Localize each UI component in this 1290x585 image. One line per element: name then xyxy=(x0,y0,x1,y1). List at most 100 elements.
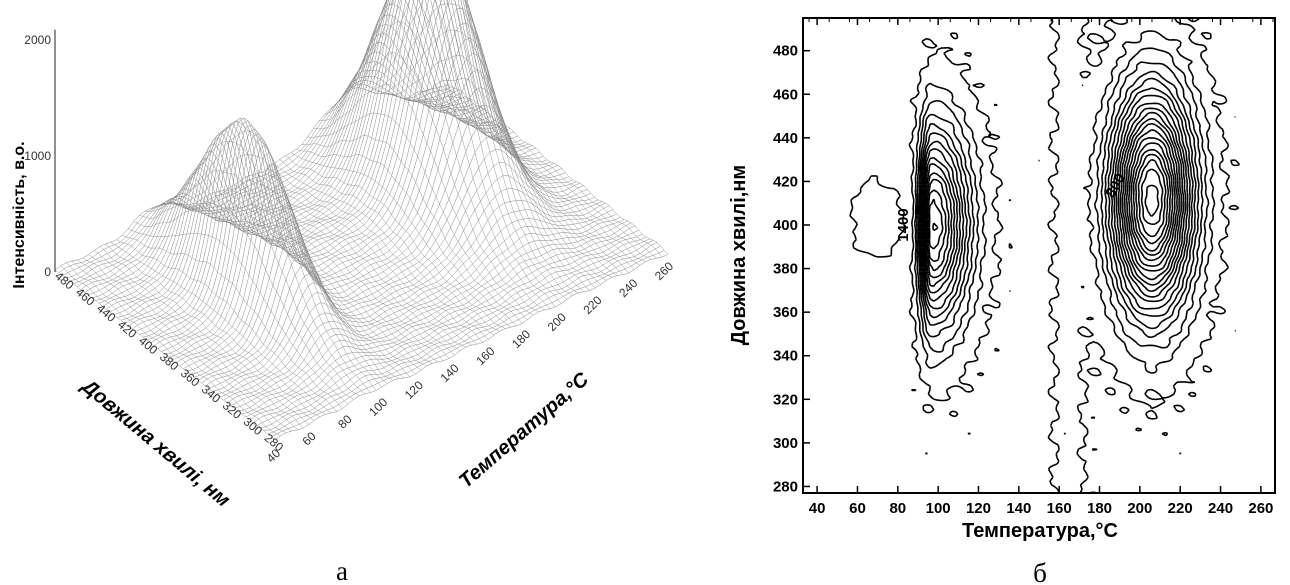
contour-plot-frame xyxy=(802,17,1276,494)
y-tick-label: 320 xyxy=(220,398,245,422)
x-tick-label: 80 xyxy=(889,500,906,517)
mesh-line-w xyxy=(62,80,456,276)
mesh-line-w xyxy=(102,0,496,307)
mesh-line-w xyxy=(168,22,562,358)
y-tick-label: 480 xyxy=(52,269,77,293)
mesh-line-t xyxy=(144,141,365,395)
mesh-line-w xyxy=(172,37,566,361)
x-tick-label: 260 xyxy=(1248,500,1273,517)
contour-value-label: 1400 xyxy=(895,208,912,241)
y-tick-label: 300 xyxy=(773,435,798,452)
mesh-line-w xyxy=(241,225,636,415)
mesh-line-t xyxy=(391,78,613,278)
x-tick-label: 120 xyxy=(402,378,426,402)
y-tick-label: 440 xyxy=(94,301,119,325)
mesh-line-w xyxy=(271,250,665,438)
mesh-line-w xyxy=(263,242,658,432)
contour-level xyxy=(922,94,1191,303)
x-tick-label: 60 xyxy=(299,429,319,449)
mesh-line-w xyxy=(73,61,467,284)
mesh-line-w xyxy=(238,222,632,412)
y-tick-label: 400 xyxy=(136,334,161,358)
surface-x-axis-label: Температура,°C xyxy=(455,368,593,492)
mesh-line-w xyxy=(65,75,460,279)
panel-b-caption: б xyxy=(1033,558,1047,585)
mesh-line-t xyxy=(307,112,528,320)
mesh-line-w xyxy=(186,104,581,372)
contour-level xyxy=(915,47,1210,353)
x-tick-label: 60 xyxy=(849,500,866,517)
mesh-line-w xyxy=(212,200,606,392)
mesh-line-w xyxy=(197,149,592,381)
surface-mesh xyxy=(54,0,669,441)
x-tick-label: 160 xyxy=(473,344,497,368)
y-tick-label: 460 xyxy=(773,86,798,103)
mesh-line-w xyxy=(256,238,650,426)
y-tick-label: 360 xyxy=(178,366,203,390)
contour-level xyxy=(1132,148,1172,252)
y-tick-label: 320 xyxy=(773,391,798,408)
mesh-line-t xyxy=(60,265,281,437)
y-tick-label: 480 xyxy=(773,43,798,60)
mesh-line-w xyxy=(135,0,529,332)
mesh-line-w xyxy=(249,233,643,421)
mesh-line-w xyxy=(205,175,599,387)
mesh-line-w xyxy=(109,0,504,313)
mesh-line-w xyxy=(58,83,452,273)
contour-y-ticks: 280 300 320 340 360 380 400 420 440 460 480 xyxy=(773,43,810,495)
y-tick-label: 380 xyxy=(157,350,182,374)
mesh-line-w xyxy=(87,23,482,296)
mesh-line-w xyxy=(216,205,610,395)
mesh-line-w xyxy=(128,0,522,327)
contour-x-ticks: 40 60 80 100 120 140 160 180 200 220 240 260 xyxy=(808,18,1274,517)
x-tick-label: 100 xyxy=(366,395,390,419)
mesh-line-w xyxy=(230,219,625,407)
x-tick-label: 180 xyxy=(1087,500,1112,517)
mesh-line-t xyxy=(386,54,607,281)
contour-level xyxy=(1144,184,1160,217)
mesh-line-w xyxy=(131,0,526,330)
mesh-line-t xyxy=(88,254,309,425)
z-tick-label: 0 xyxy=(44,265,51,279)
contour-level xyxy=(925,117,1183,281)
y-tick-label: 440 xyxy=(773,130,798,147)
contour-lines xyxy=(849,17,1241,494)
mesh-line-w xyxy=(274,253,669,441)
contour-level xyxy=(918,70,1200,330)
y-tick-label: 280 xyxy=(262,431,287,455)
y-tick-label: 380 xyxy=(773,261,798,278)
x-tick-label: 180 xyxy=(509,327,533,351)
mesh-line-w xyxy=(234,220,628,409)
x-tick-label: 220 xyxy=(1168,500,1193,517)
mesh-line-w xyxy=(139,0,533,335)
mesh-line-w xyxy=(260,240,654,429)
contour-level xyxy=(1130,142,1174,256)
surface-z-ticks: 0 1000 2000 xyxy=(24,33,51,279)
contour-y-axis-label: Довжина хвилі,нм xyxy=(728,165,750,345)
contour-level xyxy=(924,111,1185,286)
y-tick-label: 280 xyxy=(773,478,798,495)
mesh-line-w xyxy=(95,3,489,301)
mesh-line-w xyxy=(161,0,555,352)
mesh-line-w xyxy=(245,229,639,418)
contour-level xyxy=(1137,158,1167,238)
contour-level xyxy=(917,61,1204,339)
contour-x-axis-label: Температура,°C xyxy=(962,520,1118,542)
mesh-line-t xyxy=(442,86,663,258)
mesh-line-w xyxy=(223,213,617,401)
x-tick-label: 220 xyxy=(580,293,604,317)
y-tick-label: 360 xyxy=(773,304,798,321)
mesh-line-w xyxy=(219,209,614,398)
mesh-line-w xyxy=(153,0,548,347)
contour-level xyxy=(923,102,1189,298)
mesh-line-t xyxy=(352,0,573,296)
y-tick-label: 400 xyxy=(773,217,798,234)
mesh-line-w xyxy=(120,0,515,321)
contour-level xyxy=(920,77,1197,319)
mesh-line-t xyxy=(374,3,596,289)
mesh-line-t xyxy=(301,135,523,324)
x-tick-label: 40 xyxy=(809,500,826,517)
